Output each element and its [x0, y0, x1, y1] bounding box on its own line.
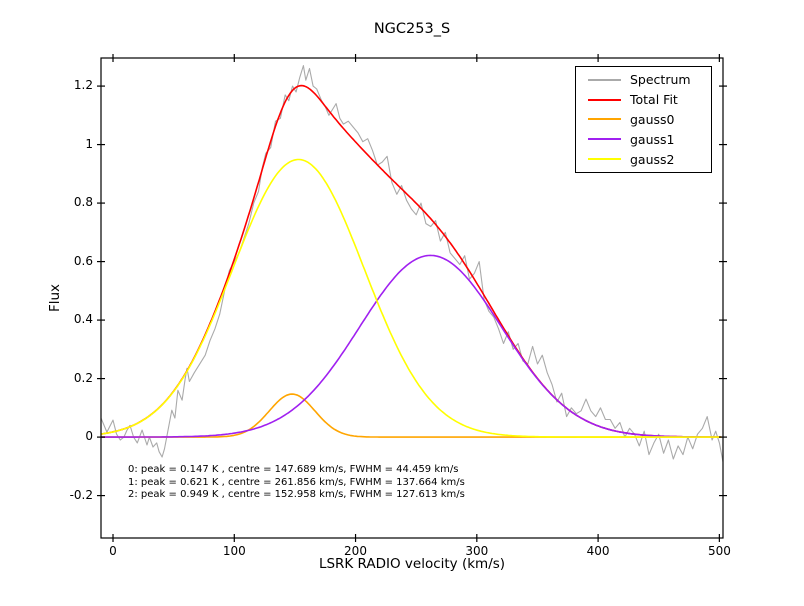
curves-group	[101, 65, 723, 463]
legend-label: gauss0	[630, 111, 675, 127]
spectrum-line	[101, 65, 723, 463]
legend-line-swatch	[588, 138, 621, 141]
plot-title: NGC253_S	[373, 21, 451, 37]
y-axis-label: Flux	[47, 283, 63, 313]
axis-ticks	[97, 54, 727, 542]
legend-item-gauss1: gauss1	[576, 132, 711, 147]
legend-label: Spectrum	[630, 72, 691, 88]
legend-line-swatch	[588, 78, 621, 81]
y-tick-label: 0.6	[73, 253, 93, 268]
x-tick-label: 200	[344, 544, 367, 558]
legend-box: Spectrum Total Fit gauss0 gauss1 gauss2	[575, 66, 712, 173]
fit-annotation-line: 0: peak = 0.147 K , centre = 147.689 km/…	[128, 464, 459, 475]
legend-label: gauss1	[630, 131, 675, 147]
y-tick-label: 0.2	[73, 370, 93, 385]
legend-line-swatch	[588, 118, 621, 121]
axes-border	[100, 57, 724, 539]
legend-line-swatch	[588, 158, 621, 161]
x-tick-label: 100	[222, 544, 246, 558]
y-tick-label: -0.2	[69, 487, 93, 502]
gauss2-line	[101, 158, 722, 438]
legend-line-swatch	[588, 98, 621, 101]
gauss1-line	[101, 254, 722, 438]
y-tick-label: 1.2	[73, 78, 93, 93]
x-axis-label: LSRK RADIO velocity (km/s)	[318, 556, 506, 572]
legend-item-gauss2: gauss2	[576, 152, 711, 167]
x-tick-label: 0	[109, 544, 117, 558]
x-tick-label: 500	[707, 544, 731, 558]
y-tick-label: 0.4	[73, 312, 93, 327]
fit-annotation-line: 2: peak = 0.949 K , centre = 152.958 km/…	[128, 489, 465, 501]
legend-label: gauss2	[630, 151, 675, 167]
y-tick-label: 0.8	[73, 195, 93, 210]
legend-item-total-fit: Total Fit	[576, 92, 711, 107]
legend-label: Total Fit	[630, 92, 678, 108]
legend-item-spectrum: Spectrum	[576, 72, 711, 87]
legend-item-gauss0: gauss0	[576, 112, 711, 127]
fit-results-annotation: 0: peak = 0.147 K , centre = 147.689 km/…	[128, 464, 465, 502]
y-tick-label: 1	[85, 136, 93, 151]
x-tick-label: 400	[586, 544, 610, 558]
x-tick-label: 300	[465, 544, 489, 558]
y-tick-label: 0	[85, 429, 93, 444]
fit-annotation-line: 1: peak = 0.621 K , centre = 261.856 km/…	[128, 476, 465, 488]
